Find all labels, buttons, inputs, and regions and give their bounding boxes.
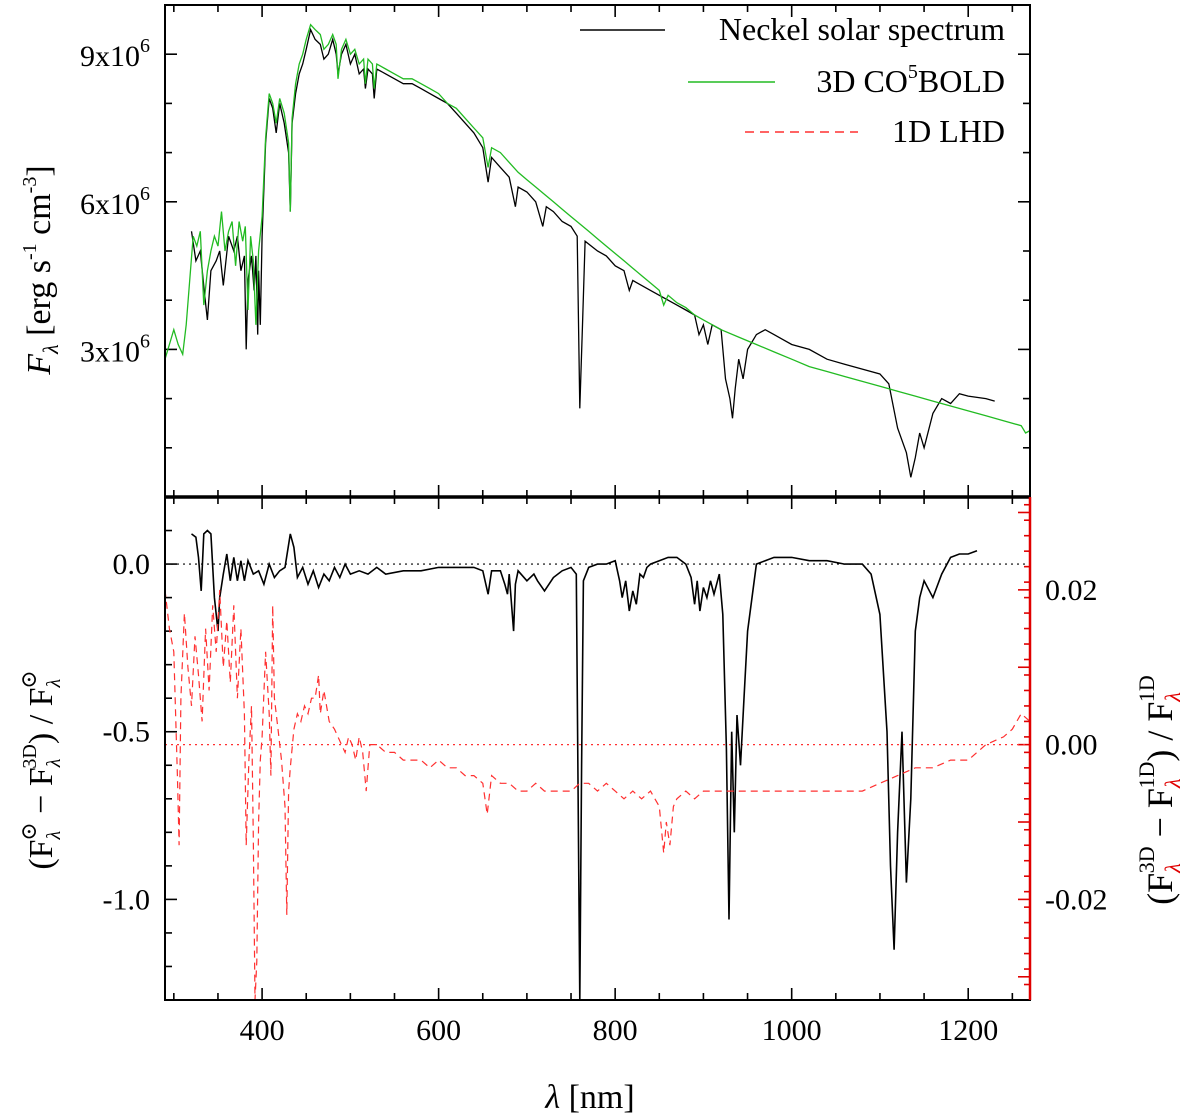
br-sub3: λ (1160, 692, 1185, 703)
x-axis-label: λ [nm] (544, 1079, 634, 1116)
right-y-tick-label: -0.02 (1045, 883, 1108, 916)
top-y-tick-exponent: 6 (140, 330, 150, 352)
x-tick-label: 1000 (762, 1014, 822, 1047)
right-y-tick-label: 0.00 (1045, 729, 1098, 762)
left-y-tick-label: 0.0 (113, 548, 151, 581)
legend-label: Neckel solar spectrum (719, 11, 1005, 47)
series-neckel-solar-spectrum (190, 27, 995, 478)
top-ylabel-symbol: F (21, 353, 58, 376)
top-y-tick-label: 9x106 (80, 35, 150, 73)
br-sup3: 1D (1134, 675, 1159, 702)
legend-label-part: BOLD (918, 63, 1005, 99)
br-sub1: λ (1160, 863, 1185, 874)
bl-sub1: λ (43, 830, 65, 840)
top-y-tick-label: 3x106 (80, 330, 150, 368)
top-y-tick-mantissa: 6x10 (80, 188, 140, 221)
bl-sup3: ⊙ (16, 670, 41, 688)
top-y-tick-exponent: 6 (140, 35, 150, 57)
bottom-left-ylabel: (Fλ⊙ − Fλ3D) / Fλ⊙ (16, 670, 65, 869)
series-neckel-minus-3d (191, 529, 978, 1000)
bl-sub3: λ (43, 678, 65, 688)
bl-sub2: λ (43, 758, 65, 768)
x-tick-label: 600 (416, 1014, 461, 1047)
top-ylabel-part2: cm (21, 193, 58, 243)
legend-label: 1D LHD (892, 113, 1005, 149)
legend-label-sup: 5 (908, 61, 918, 83)
left-y-tick-label: -0.5 (103, 716, 151, 749)
br-sup2: 1D (1134, 762, 1159, 789)
series-3d-minus-1d (165, 589, 1030, 1000)
x-tick-label: 800 (593, 1014, 638, 1047)
x-tick-label: 400 (240, 1014, 285, 1047)
top-ylabel-part1: [erg s (21, 260, 58, 344)
top-ylabel: Fλ [erg s-1 cm-3] (19, 165, 63, 375)
x-tick-label: 1200 (938, 1014, 998, 1047)
bl-minus: − F (23, 767, 60, 822)
legend-label-part: 3D CO (816, 63, 908, 99)
top-y-tick-label: 6x106 (80, 183, 150, 221)
br-open: (F (1140, 873, 1180, 905)
bottom-panel-frame (164, 496, 1031, 1001)
br-sub2: λ (1160, 779, 1185, 790)
br-minus: − F (1140, 788, 1180, 846)
bl-sup2: 3D (19, 744, 41, 768)
top-ylabel-sub: λ (38, 344, 63, 355)
x-axis-unit: [nm] (560, 1079, 635, 1116)
top-ylabel-part3: ] (21, 165, 58, 176)
legend-label: 3D CO5BOLD (816, 61, 1005, 99)
series-3d-co5bold (165, 23, 1030, 434)
top-y-tick-exponent: 6 (140, 183, 150, 205)
right-y-tick-label: 0.02 (1045, 574, 1098, 607)
bottom-right-ylabel: (Fλ3D − Fλ1D) / Fλ1D (1134, 675, 1185, 905)
top-y-tick-mantissa: 3x10 (80, 335, 140, 368)
br-close: ) / F (1140, 702, 1180, 762)
left-y-tick-label: -1.0 (103, 883, 151, 916)
bl-sup1: ⊙ (16, 822, 41, 840)
bl-open: (F (23, 839, 60, 869)
top-ylabel-exp2: -3 (19, 177, 41, 194)
x-axis-symbol: λ (544, 1079, 560, 1116)
br-sup1: 3D (1134, 846, 1159, 873)
top-y-tick-mantissa: 9x10 (80, 40, 140, 73)
top-ylabel-exp1: -1 (19, 243, 41, 260)
bl-close: ) / F (23, 687, 60, 744)
